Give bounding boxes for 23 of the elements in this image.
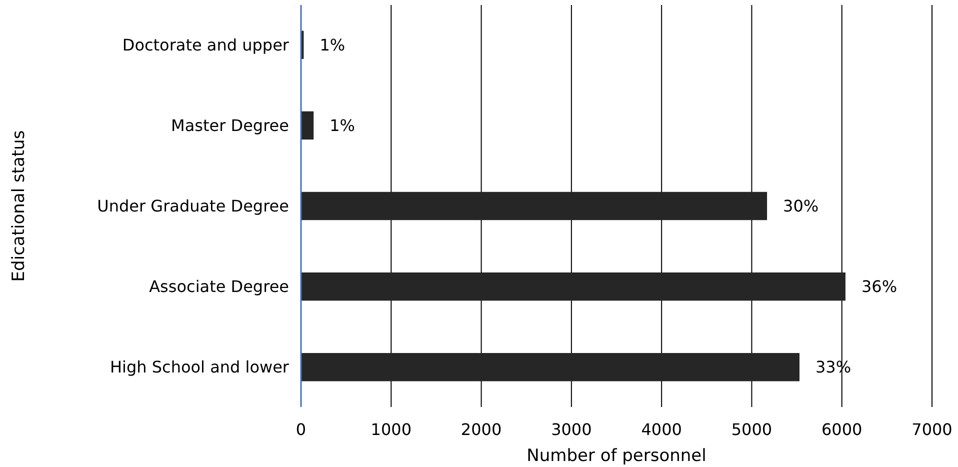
- bar: [301, 353, 800, 382]
- x-tick-label: 7000: [912, 420, 952, 439]
- x-tick-label: 6000: [822, 420, 862, 439]
- x-tick-label: 0: [296, 420, 306, 439]
- y-tick-label: Doctorate and upper: [122, 35, 290, 54]
- x-tick-label: 4000: [641, 420, 682, 439]
- annotation: 36%: [861, 277, 898, 296]
- annotation: 30%: [783, 196, 819, 216]
- bar: [301, 111, 314, 140]
- y-tick-label: Master Degree: [171, 116, 289, 136]
- y-tick-label: Associate Degree: [149, 277, 289, 296]
- x-tick-label: 1000: [370, 420, 412, 439]
- x-axis-title: Number of personnel: [526, 446, 706, 466]
- x-tick-label: 3000: [551, 420, 592, 439]
- bar: [301, 272, 846, 301]
- x-tick-label: 5000: [731, 420, 772, 439]
- annotation: 1%: [320, 35, 346, 54]
- y-axis-title: Edicational status: [9, 130, 29, 282]
- bar: [301, 192, 768, 220]
- y-tick-label: High School and lower: [110, 358, 290, 377]
- annotation: 1%: [330, 116, 356, 136]
- y-tick-label: Under Graduate Degree: [97, 196, 289, 216]
- x-tick-label: 2000: [460, 420, 502, 439]
